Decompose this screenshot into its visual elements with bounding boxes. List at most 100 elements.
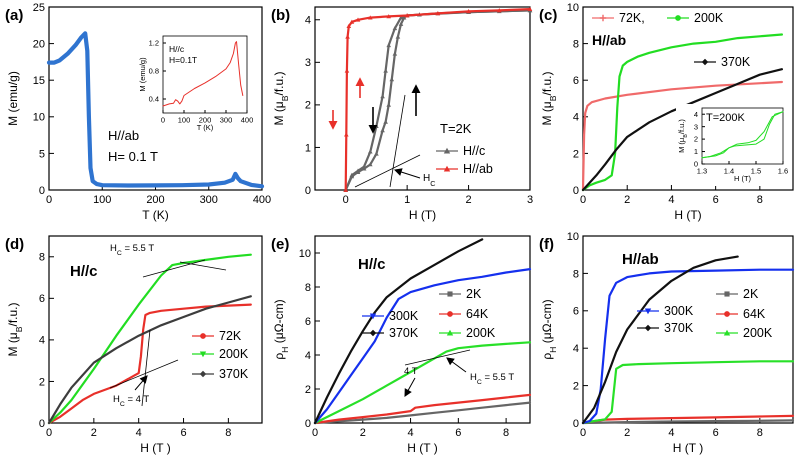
legend-label: 370K: [664, 321, 694, 335]
y-axis-label: M (μB/f.u.): [677, 119, 689, 153]
data-point: [380, 128, 385, 133]
x-tick-label: 1.3: [697, 167, 707, 176]
series-group: [313, 238, 532, 425]
annotation: HC = 4 T: [113, 394, 149, 408]
data-point: [392, 51, 398, 56]
y-tick-label: 4: [39, 335, 45, 347]
data-point: [380, 94, 385, 99]
y-axis-label: M (μB/f.u.): [540, 71, 558, 125]
x-tick-label: 1.4: [724, 167, 734, 176]
x-tick-label: 200: [199, 116, 212, 125]
legend-c: 72K, 200K 370K: [592, 11, 751, 69]
data-point: [374, 151, 379, 156]
data-point: [361, 166, 367, 171]
x-axis-label: H (T ): [407, 441, 437, 455]
series-line-72k: [581, 80, 783, 192]
annotation: HC: [423, 173, 435, 188]
data-point: [367, 149, 373, 154]
x-tick-label: 6: [713, 427, 719, 439]
data-point: [344, 132, 349, 137]
data-point: [466, 8, 471, 14]
y-tick-label: 0: [39, 418, 45, 430]
series-line-h-ab-h-0-1-t: [46, 31, 265, 189]
x-tick-label: 0: [312, 427, 318, 439]
annotation: T=2K: [440, 121, 472, 136]
annotation: H//ab: [108, 128, 139, 143]
legend-label: 64K: [466, 307, 489, 321]
legend-marker: [200, 333, 206, 339]
series-line-300k: [581, 268, 795, 425]
tangent-line: [179, 261, 227, 271]
x-axis-label: T (K): [197, 123, 214, 132]
sweep-up-arrow: [411, 84, 421, 116]
legend-marker: [199, 370, 207, 378]
x-tick-label: 6: [713, 194, 719, 206]
legend-marker: [369, 313, 377, 320]
x-axis-label: H (T): [734, 174, 752, 183]
data-point: [346, 23, 352, 28]
legend-label: 200K: [219, 347, 249, 361]
legend-label: 64K: [743, 307, 766, 321]
x-axis-label: T (K): [142, 208, 168, 222]
x-tick-label: 3: [527, 194, 533, 206]
y-tick-label: 2: [305, 384, 311, 396]
data-point: [355, 168, 361, 173]
panel-b-frame: [314, 6, 531, 191]
inset-c-axes: 1.3 1.4 1.5 1.6 0 1 2 3 4 H (T) M (μB/f.u.): [677, 107, 788, 183]
series-line-300k: [313, 268, 532, 425]
y-tick-label: 6: [573, 306, 579, 318]
y-tick-label: 2: [694, 135, 698, 144]
legend-label: 370K: [389, 326, 419, 340]
inset-c-frame: [701, 107, 784, 165]
y-tick-label: 0: [305, 418, 311, 430]
y-tick-label: 0: [694, 160, 698, 169]
y-tick-label: 15: [33, 75, 45, 87]
panel-c-frame: [582, 6, 794, 191]
y-tick-label: 2: [573, 148, 579, 160]
series-group: [581, 255, 795, 425]
y-tick-label: 10: [567, 2, 579, 14]
panel-label-e: (e): [271, 236, 289, 253]
y-tick-label: 0.4: [149, 95, 159, 104]
data-point: [361, 164, 367, 169]
data-point: [349, 172, 355, 177]
x-tick-label: 4: [407, 427, 413, 439]
y-axis-label: M (μB/f.u.): [6, 302, 24, 356]
legend-label: 2K: [743, 287, 759, 301]
data-point: [386, 14, 392, 19]
data-point: [404, 13, 410, 18]
y-axis-label: ρH (μΩ-cm): [272, 299, 290, 359]
annotation: H//ab: [592, 32, 626, 48]
annotation: 4 T: [404, 366, 418, 377]
legend-label: 370K: [219, 367, 249, 381]
data-point: [496, 8, 502, 13]
series-line-h-ab: [344, 8, 532, 192]
panel-label-a: (a): [5, 7, 23, 24]
annotation: HC = 5.5 T: [110, 243, 154, 257]
series-group: [162, 41, 244, 107]
x-axis-label: H (T): [674, 208, 701, 222]
legend-marker: [724, 311, 730, 317]
x-tick-label: 4: [668, 427, 674, 439]
y-axis-label: M (emu/g): [138, 57, 147, 92]
series-line-72k: [47, 303, 252, 425]
x-tick-label: 8: [757, 194, 763, 206]
annotation: H//ab: [622, 251, 659, 268]
data-point: [527, 6, 533, 11]
y-axis-label: M (μB/f.u.): [272, 71, 290, 125]
legend-label: 2K: [466, 287, 482, 301]
data-point: [343, 187, 349, 192]
y-tick-label: 1: [694, 147, 698, 156]
panel-e-axes: 0 2 4 6 8 0 2 4 6 8 10 H (T ) ρH (μΩ-cm): [272, 235, 531, 455]
y-tick-label: 4: [573, 343, 579, 355]
tangent-line: [109, 359, 179, 389]
data-point: [355, 17, 361, 22]
panel-label-f: (f): [539, 236, 554, 253]
x-tick-label: 100: [93, 194, 111, 206]
annotation: H//c: [358, 256, 386, 273]
inset-annotation: H//c: [169, 44, 185, 54]
y-tick-label: 10: [33, 112, 45, 124]
legend-label: H//ab: [463, 162, 493, 176]
data-point: [383, 68, 388, 73]
inset-a-axes: 0 100 200 300 400 0.4 0.8 1.2 T (K) M (emu/g): [138, 35, 253, 132]
